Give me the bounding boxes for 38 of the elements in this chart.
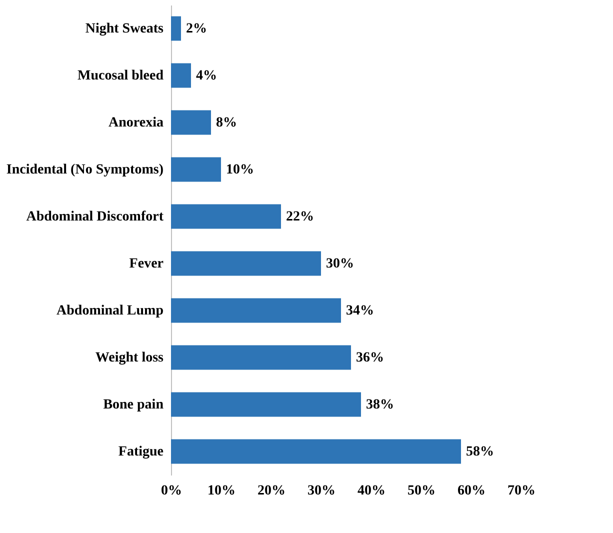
- bar: [171, 157, 221, 182]
- y-tick-label: Incidental (No Symptoms): [6, 162, 164, 178]
- x-tick-label: 10%: [208, 484, 236, 498]
- data-label: 2%: [186, 22, 207, 36]
- bar: [171, 345, 351, 370]
- bar: [171, 392, 361, 417]
- bar: [171, 298, 341, 323]
- y-tick-label: Abdominal Lump: [56, 304, 164, 318]
- bar: [171, 204, 281, 229]
- data-label: 36%: [356, 350, 384, 366]
- y-tick-label: Bone pain: [103, 398, 164, 412]
- data-label: 4%: [196, 68, 217, 84]
- x-tick-label: 50%: [408, 484, 436, 498]
- x-tick-label: 30%: [308, 484, 336, 498]
- data-label: 8%: [216, 116, 237, 130]
- y-tick-label: Night Sweats: [85, 22, 164, 36]
- bar: [171, 63, 191, 88]
- data-label: 34%: [346, 304, 374, 318]
- x-tick-label: 60%: [458, 484, 486, 498]
- y-tick-label: Anorexia: [108, 116, 164, 130]
- y-tick-label: Mucosal bleed: [78, 68, 164, 84]
- x-tick-label: 0%: [161, 484, 182, 498]
- data-label: 30%: [326, 256, 354, 272]
- bar: [171, 110, 211, 135]
- y-tick-label: Abdominal Discomfort: [26, 210, 164, 224]
- bar: [171, 439, 461, 464]
- x-tick-label: 40%: [358, 484, 386, 498]
- x-tick-label: 70%: [508, 484, 536, 498]
- y-tick-label: Fever: [129, 256, 164, 272]
- x-tick-label: 20%: [258, 484, 286, 498]
- y-tick-label: Fatigue: [118, 444, 164, 460]
- data-label: 38%: [366, 398, 394, 412]
- y-tick-label: Weight loss: [95, 350, 164, 366]
- data-label: 10%: [226, 162, 254, 178]
- bar: [171, 251, 321, 276]
- data-label: 22%: [286, 210, 314, 224]
- data-label: 58%: [466, 444, 494, 460]
- bar: [171, 16, 181, 41]
